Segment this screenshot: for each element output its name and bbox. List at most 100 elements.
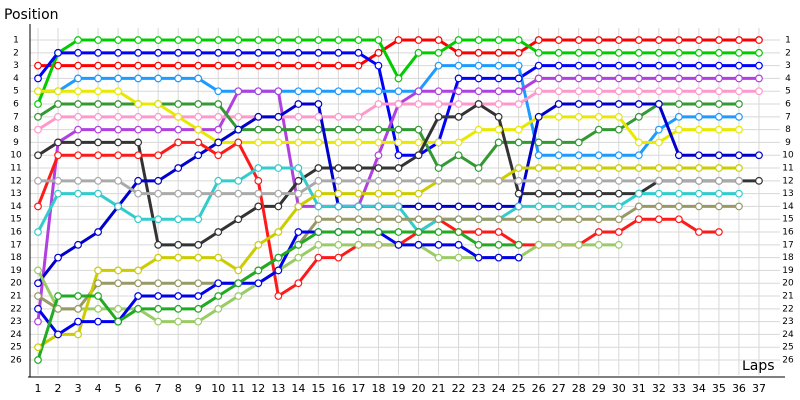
lap-marker	[735, 151, 743, 160]
lap-marker	[214, 279, 223, 288]
lap-marker	[134, 176, 143, 185]
lap-marker	[674, 100, 683, 108]
lap-marker	[314, 61, 323, 70]
lap-marker	[34, 304, 42, 313]
y-tick-label: 17	[10, 240, 21, 250]
lap-marker	[594, 151, 603, 160]
lap-marker	[74, 189, 82, 198]
lap-marker	[634, 36, 643, 44]
y-tick-label-right: 24	[782, 330, 794, 340]
lap-marker	[194, 253, 203, 262]
lap-marker	[234, 112, 243, 121]
lap-marker	[54, 48, 62, 57]
lap-marker	[134, 100, 143, 108]
lap-marker	[94, 279, 102, 288]
y-tick-label: 20	[10, 279, 22, 289]
lap-marker	[214, 228, 223, 236]
lap-marker	[414, 176, 423, 185]
lap-marker	[694, 151, 703, 160]
lap-marker	[314, 125, 323, 134]
lap-marker	[594, 202, 603, 211]
lap-marker	[454, 61, 463, 70]
lap-marker	[354, 164, 363, 172]
lap-marker	[174, 74, 183, 83]
lap-marker	[715, 176, 723, 185]
lap-marker	[254, 36, 263, 44]
lap-marker	[194, 138, 203, 147]
lap-marker	[54, 253, 62, 262]
x-tick-label: 22	[452, 382, 466, 395]
lap-marker	[174, 138, 183, 147]
lap-marker	[694, 125, 703, 134]
lap-marker	[214, 304, 223, 313]
lap-marker	[674, 125, 683, 134]
lap-marker	[34, 112, 42, 121]
lap-marker	[654, 138, 663, 147]
lap-marker	[134, 112, 143, 121]
lap-marker	[414, 36, 423, 44]
lap-marker	[554, 100, 563, 108]
lap-marker	[134, 138, 143, 147]
lap-marker	[294, 189, 303, 198]
y-tick-label-right: 15	[782, 215, 793, 225]
y-tick-label-right: 25	[782, 343, 793, 353]
lap-marker	[614, 189, 623, 198]
lap-marker	[634, 100, 643, 108]
lap-marker	[294, 36, 303, 44]
lap-marker	[715, 202, 723, 211]
lap-marker	[715, 151, 723, 160]
lap-marker	[174, 189, 183, 198]
lap-marker	[174, 125, 183, 134]
lap-marker	[154, 36, 163, 44]
lap-marker	[114, 266, 123, 275]
lap-marker	[614, 100, 623, 108]
lap-marker	[314, 189, 323, 198]
lap-marker	[154, 100, 163, 108]
lap-marker	[715, 87, 723, 96]
lap-marker	[214, 125, 223, 134]
lap-marker	[414, 202, 423, 211]
lap-marker	[114, 125, 123, 134]
y-tick-label-right: 6	[785, 100, 791, 110]
lap-marker	[434, 48, 443, 57]
lap-marker	[474, 36, 483, 44]
lap-marker	[334, 202, 343, 211]
lap-marker	[194, 292, 203, 300]
x-tick-label: 12	[251, 382, 265, 395]
lap-marker	[114, 151, 123, 160]
lap-marker	[194, 189, 203, 198]
lap-marker	[414, 215, 423, 224]
lap-marker	[654, 100, 663, 108]
lap-marker	[594, 100, 603, 108]
lap-marker	[634, 164, 643, 172]
lap-marker	[54, 176, 62, 185]
lap-marker	[494, 228, 503, 236]
lap-marker	[735, 74, 743, 83]
lap-marker	[554, 189, 563, 198]
lap-marker	[34, 125, 42, 134]
lap-marker	[414, 138, 423, 147]
lap-marker	[214, 61, 223, 70]
lap-marker	[434, 202, 443, 211]
lap-marker	[314, 48, 323, 57]
y-tick-label-right: 18	[782, 253, 794, 263]
lap-marker	[634, 176, 643, 185]
lap-marker	[454, 151, 463, 160]
lap-marker	[174, 112, 183, 121]
lap-marker	[574, 74, 583, 83]
lap-marker	[654, 202, 663, 211]
lap-marker	[574, 176, 583, 185]
lap-marker	[574, 36, 583, 44]
lap-marker	[134, 151, 143, 160]
lap-marker	[574, 240, 583, 249]
lap-marker	[94, 87, 102, 96]
x-tick-label: 24	[492, 382, 506, 395]
lap-marker	[394, 138, 403, 147]
lap-marker	[434, 61, 443, 70]
y-tick-label: 23	[10, 317, 21, 327]
lap-marker	[654, 48, 663, 57]
lap-marker	[735, 176, 743, 185]
lap-marker	[735, 125, 743, 134]
lap-marker	[514, 253, 523, 262]
lap-marker	[234, 87, 243, 96]
